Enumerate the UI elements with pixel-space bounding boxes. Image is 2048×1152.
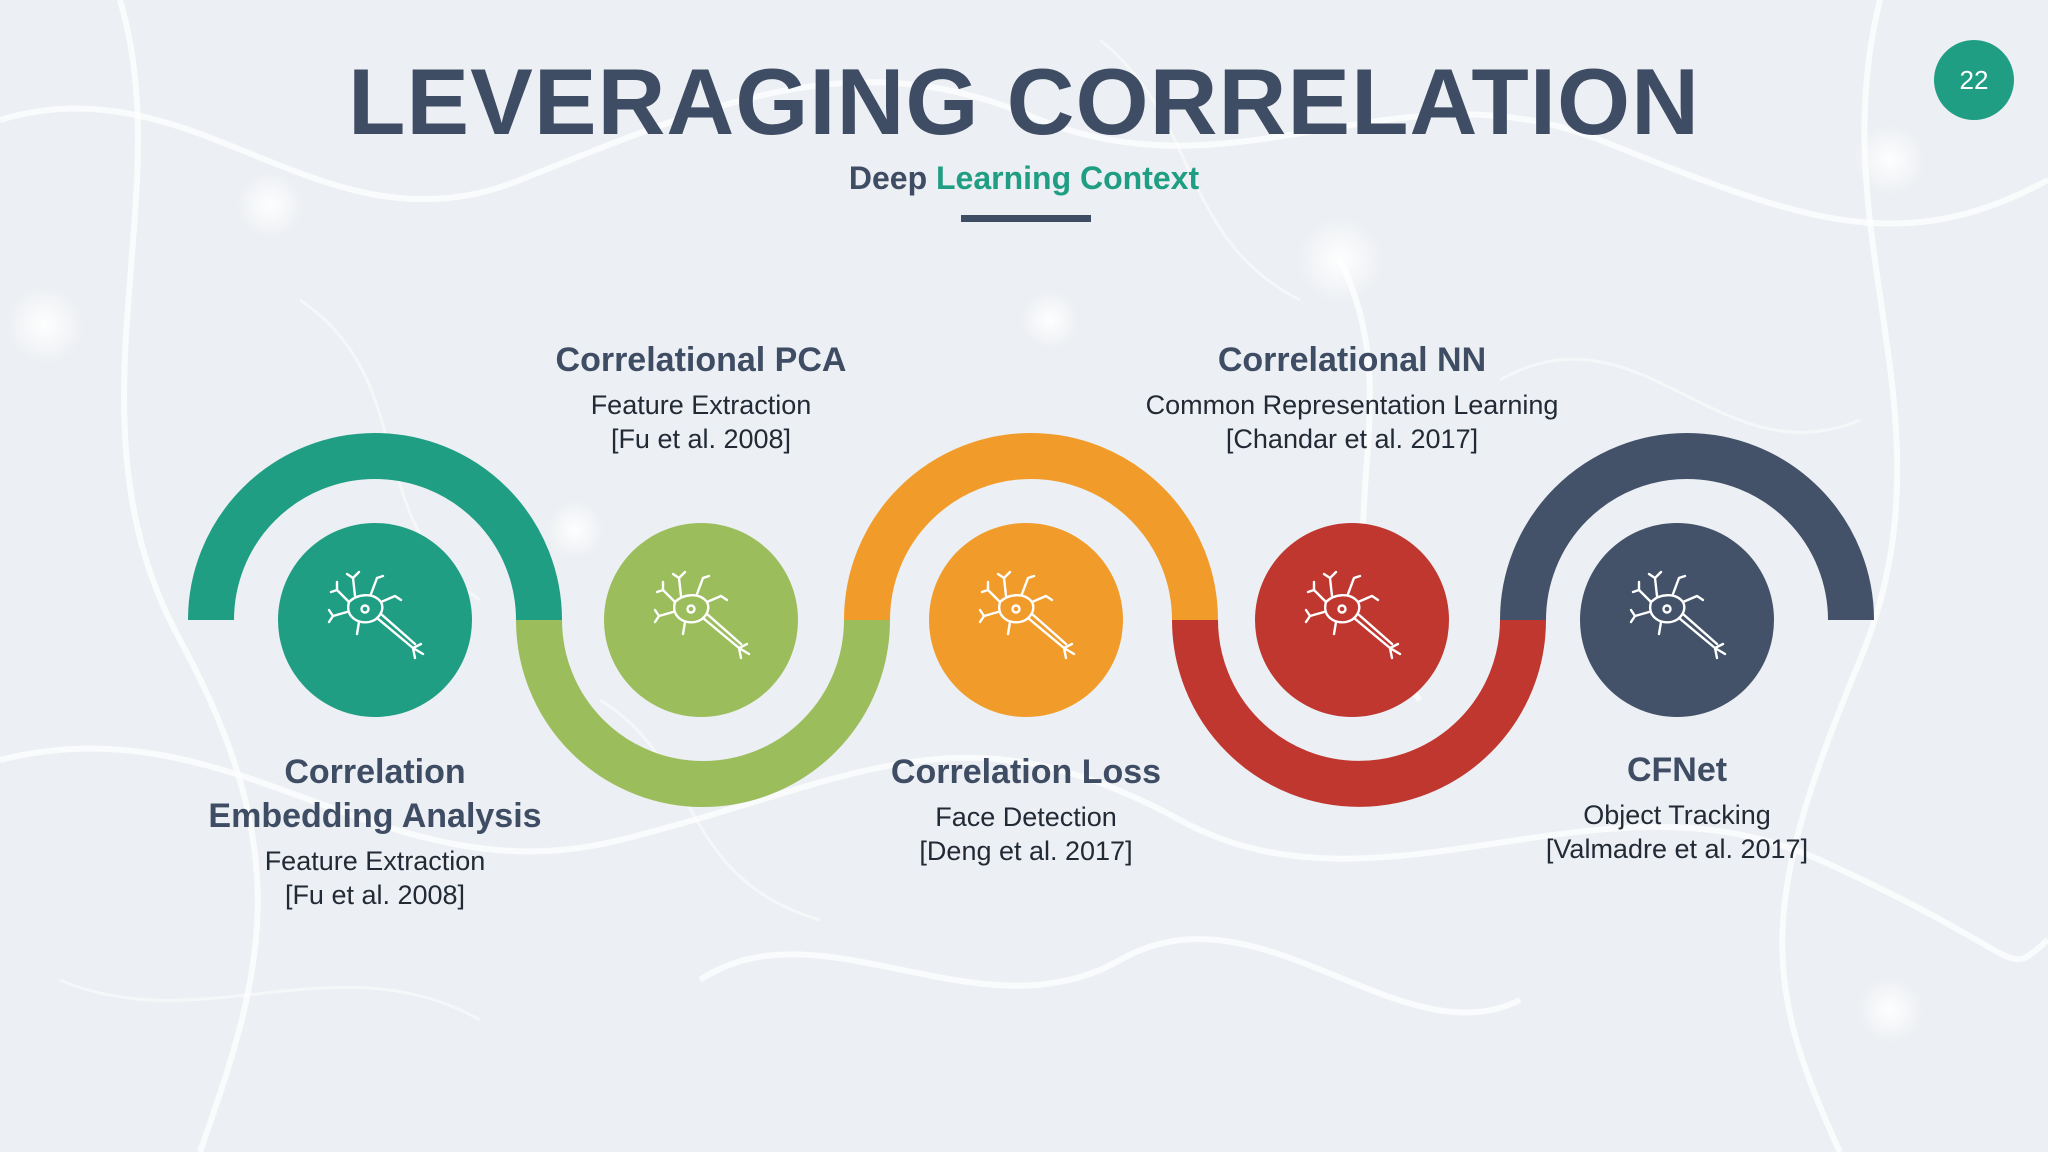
- title-underline: [961, 215, 1091, 222]
- slide-subtitle: Deep Learning Context: [0, 160, 2048, 197]
- stage-3-node: [929, 523, 1123, 717]
- stage-1-detail: Feature Extraction [Fu et al. 2008]: [175, 844, 575, 912]
- stage-1-heading-line1: Correlation: [284, 753, 466, 791]
- page-number-badge: 22: [1934, 40, 2014, 120]
- stage-5-detail-text: Object Tracking: [1583, 800, 1771, 830]
- stage-2-label: Correlational PCA Feature Extraction [Fu…: [501, 338, 901, 456]
- stage-5-detail: Object Tracking [Valmadre et al. 2017]: [1477, 798, 1877, 866]
- stage-1-arc: [188, 433, 562, 621]
- stage-1-heading-line2: Embedding Analysis: [208, 797, 542, 835]
- stage-1-node: [278, 523, 472, 717]
- stage-2-arc: [516, 619, 890, 807]
- stage-1-citation: [Fu et al. 2008]: [284, 880, 466, 910]
- stage-3-label: Correlation Loss Face Detection [Deng et…: [826, 750, 1226, 868]
- subtitle-accent: Learning Context: [936, 160, 1200, 196]
- stage-5-heading: CFNet: [1626, 751, 1728, 789]
- stage-4-citation: [Chandar et al. 2017]: [1225, 424, 1479, 454]
- stage-4-detail: Common Representation Learning [Chandar …: [1102, 388, 1602, 456]
- stage-3-detail-text: Face Detection: [935, 802, 1117, 832]
- stage-2-heading: Correlational PCA: [555, 341, 847, 379]
- stage-2-node: [604, 523, 798, 717]
- stage-4-detail-text: Common Representation Learning: [1145, 390, 1559, 420]
- stage-5-label: CFNet Object Tracking [Valmadre et al. 2…: [1477, 748, 1877, 866]
- stage-3-heading: Correlation Loss: [890, 753, 1162, 791]
- stage-3-detail: Face Detection [Deng et al. 2017]: [826, 800, 1226, 868]
- stage-3-arc: [844, 433, 1218, 621]
- stage-2-detail-text: Feature Extraction: [590, 390, 812, 420]
- stage-1-label: Correlation Embedding Analysis Feature E…: [175, 750, 575, 912]
- stage-4-arc: [1172, 619, 1546, 807]
- stage-5-arc: [1500, 433, 1874, 621]
- stage-4-heading: Correlational NN: [1217, 341, 1487, 379]
- subtitle-prefix: Deep: [848, 160, 928, 196]
- stage-5-node: [1580, 523, 1774, 717]
- stage-2-citation: [Fu et al. 2008]: [610, 424, 792, 454]
- slide-title: LEVERAGING CORRELATION: [348, 49, 1700, 154]
- stage-1-detail-text: Feature Extraction: [264, 846, 486, 876]
- stage-3-citation: [Deng et al. 2017]: [919, 836, 1133, 866]
- stage-2-detail: Feature Extraction [Fu et al. 2008]: [501, 388, 901, 456]
- stage-4-label: Correlational NN Common Representation L…: [1102, 338, 1602, 456]
- stage-4-node: [1255, 523, 1449, 717]
- stage-5-citation: [Valmadre et al. 2017]: [1545, 834, 1809, 864]
